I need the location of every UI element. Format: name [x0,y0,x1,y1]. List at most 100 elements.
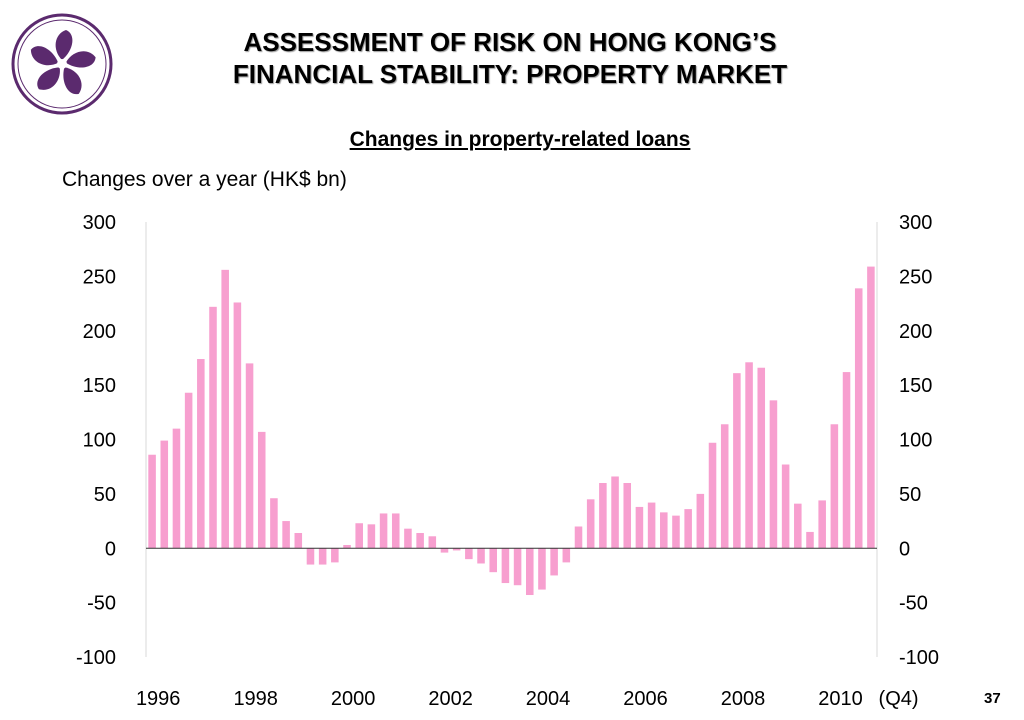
bar [331,548,339,563]
bar [867,266,875,549]
y-axis-label: Changes over a year (HK$ bn) [62,168,347,191]
y-tick-label-left: 50 [94,484,116,506]
bar [391,513,400,549]
bar [842,372,851,549]
logo-petal [63,67,82,95]
x-tick-label: 2002 [428,688,473,710]
bar [184,392,193,549]
bar [477,548,485,564]
y-tick-label-left: 200 [83,321,116,343]
bar [574,526,583,549]
bar [440,548,449,553]
bar [794,503,802,549]
y-tick-label-left: -50 [87,593,116,615]
chart-title: Changes in property-related loans [349,128,691,151]
bar [306,548,315,565]
bar [452,548,461,551]
bar [257,431,266,549]
bar [513,548,522,586]
page-number: 37 [984,690,1001,707]
bar [854,288,863,549]
y-tick-label-left: 100 [83,430,116,452]
bar [245,363,254,549]
y-tick-label-left: 0 [105,538,116,560]
logo-inner-ring [17,19,107,109]
bar [270,498,278,549]
bar [428,536,437,549]
bar [696,493,705,549]
bar [538,548,546,590]
bar [806,531,814,549]
bar [233,302,242,549]
x-tick-label: 2000 [331,688,376,710]
x-tick-label: 2010 [818,688,863,710]
logo-center [57,59,67,69]
y-tick-label-right: -100 [899,647,939,669]
bar [416,533,424,549]
slide-title-line-2: FINANCIAL STABILITY: PROPERTY MARKET [232,59,788,89]
bar [550,548,558,576]
y-tick-label-right: 200 [899,321,932,343]
bar [294,533,303,549]
bar [708,442,717,549]
bar [562,548,571,563]
bar [160,440,169,549]
bar [733,373,741,549]
x-end-note: (Q4) [879,688,919,710]
bar [599,483,607,549]
y-tick-label-right: 150 [899,375,932,397]
bar [720,424,729,549]
y-tick-label-right: 0 [899,538,910,560]
logo-petal [30,46,59,66]
bar [148,454,156,549]
bar [830,424,839,549]
y-tick-label-left: 250 [83,266,116,288]
bar [660,512,668,549]
bar [623,483,632,549]
x-tick-label: 1996 [136,688,181,710]
y-tick-label-right: 250 [899,266,932,288]
bar [318,548,327,565]
bar [745,362,753,549]
bars-layer [148,266,875,596]
slide-title: ASSESSMENT OF RISK ON HONG KONG’S FINANC… [130,26,890,90]
bar [501,548,510,584]
bar [781,464,790,549]
bar [465,548,473,560]
logo-petal [65,51,96,68]
bar [818,500,826,549]
bar [197,359,205,549]
bar [404,528,412,549]
bar [379,513,388,549]
y-tick-label-right: 300 [899,212,932,234]
bar [343,544,351,549]
bar [221,269,229,549]
bauhinia-logo [11,13,113,115]
bar [526,548,534,596]
bar [367,524,376,549]
bar [172,428,181,549]
bauhinia-flower-icon [30,30,96,95]
y-tick-label-right: -50 [899,593,928,615]
tick-labels-layer: 300 300 250 250 200 200 150 150 100 100 50 50 0 0 -50 -… [76,212,939,710]
bar [757,367,766,549]
slide-title-line-1: ASSESSMENT OF RISK ON HONG KONG’S [243,27,777,57]
y-tick-label-left: 300 [83,212,116,234]
bar [209,306,217,549]
bar [672,515,680,549]
axes-layer [145,222,878,657]
bar [282,521,290,549]
bar [489,548,497,573]
logo-petal [37,67,60,90]
bar [611,476,619,549]
y-tick-label-right: 50 [899,484,921,506]
bar [355,523,363,549]
y-tick-label-left: 150 [83,375,116,397]
logo-petal [55,30,73,60]
x-tick-label: 2004 [526,688,571,710]
x-tick-label: 2008 [721,688,766,710]
bar [586,499,595,549]
bar [635,506,644,549]
x-tick-label: 2006 [623,688,668,710]
